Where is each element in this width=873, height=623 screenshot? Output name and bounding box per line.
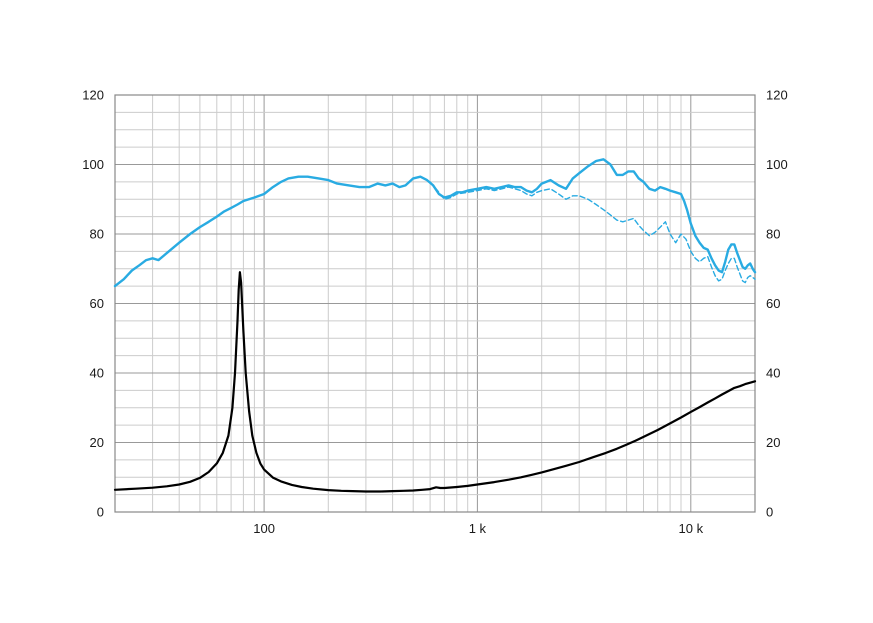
series-spl-on-axis	[113, 158, 757, 288]
y-axis-tick-label-left: 80	[90, 227, 104, 242]
y-axis-tick-label-right: 120	[766, 88, 788, 103]
y-axis-tick-label-left: 20	[90, 435, 104, 450]
x-axis-tick-label: 1 k	[469, 521, 487, 536]
y-axis-tick-label-left: 40	[90, 366, 104, 381]
y-axis-tick-label-left: 100	[82, 157, 104, 172]
y-axis-tick-label-right: 80	[766, 227, 780, 242]
x-axis-tick-label: 10 k	[679, 521, 704, 536]
series-impedance	[113, 271, 757, 493]
y-axis-tick-label-left: 0	[97, 505, 104, 520]
x-axis-tick-label: 100	[253, 521, 275, 536]
y-axis-tick-label-right: 100	[766, 157, 788, 172]
y-axis-tick-label-right: 20	[766, 435, 780, 450]
plot-border	[114, 94, 756, 513]
y-axis-tick-label-right: 40	[766, 366, 780, 381]
y-axis-tick-label-right: 60	[766, 296, 780, 311]
y-axis-tick-label-left: 120	[82, 88, 104, 103]
y-axis-tick-label-right: 0	[766, 505, 773, 520]
series-spl-off-axis	[429, 181, 756, 284]
y-axis-tick-label-left: 60	[90, 296, 104, 311]
